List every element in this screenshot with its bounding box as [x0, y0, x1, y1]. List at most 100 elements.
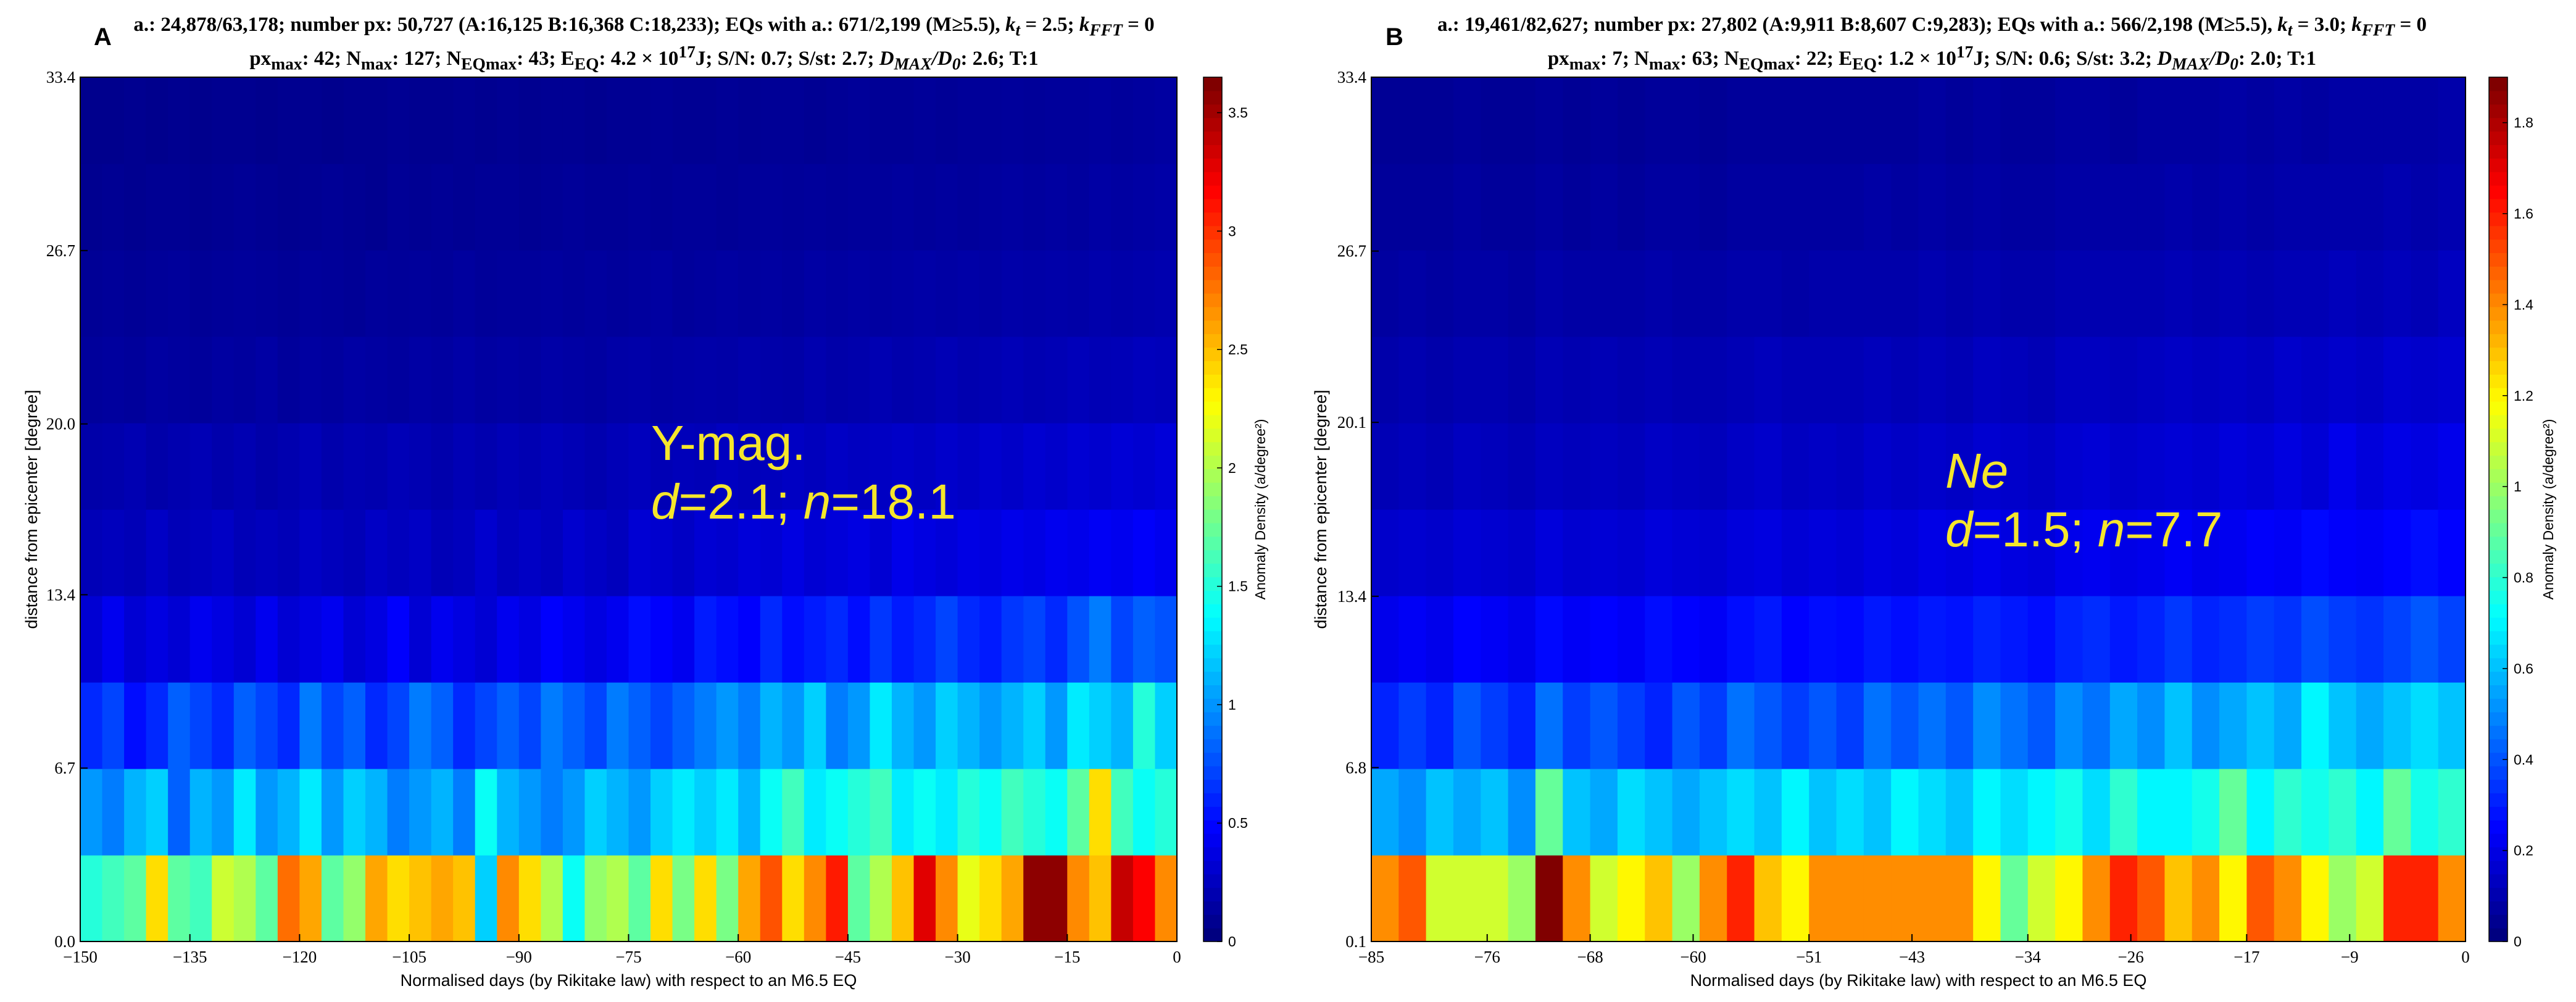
heatmap-cell	[2411, 250, 2439, 337]
panel-header-line-1: a.: 24,878/63,178; number px: 50,727 (A:…	[133, 14, 1155, 40]
colorbar-segment	[2489, 793, 2507, 807]
heatmap-cell	[212, 423, 235, 510]
heatmap-cell	[804, 77, 826, 164]
heatmap-cell	[1836, 855, 1864, 942]
heatmap-cell	[2000, 682, 2029, 769]
heatmap-cell	[431, 596, 454, 683]
colorbar-segment	[2489, 658, 2507, 672]
colorbar-tick-label: 3	[1228, 223, 1236, 239]
heatmap-cell	[2027, 250, 2056, 337]
heatmap-cell	[913, 164, 936, 251]
heatmap-cell	[2274, 336, 2302, 424]
heatmap-cell	[870, 423, 892, 510]
colorbar-segment	[2489, 806, 2507, 820]
heatmap-cell	[1001, 596, 1024, 683]
heatmap-cell	[2082, 596, 2111, 683]
heatmap-cell	[2109, 596, 2138, 683]
heatmap-cell	[321, 855, 344, 942]
heatmap-cell	[1699, 423, 1727, 510]
heatmap-cell	[1563, 164, 1591, 251]
heatmap-cell	[738, 509, 761, 596]
y-tick-label: 6.7	[54, 759, 75, 777]
heatmap-cell	[1945, 77, 1974, 164]
heatmap-cell	[541, 77, 563, 164]
heatmap-cell	[562, 855, 586, 942]
heatmap-cell	[650, 164, 673, 251]
heatmap-cell	[409, 336, 432, 424]
heatmap-cell	[1918, 596, 1947, 683]
heatmap-cell	[672, 509, 695, 596]
heatmap-cell	[475, 250, 497, 337]
heatmap-cell	[2164, 423, 2193, 510]
heatmap-cell	[1645, 682, 1673, 769]
colorbar-segment	[1203, 496, 1222, 510]
heatmap-cell	[387, 164, 410, 251]
heatmap-cell	[518, 250, 541, 337]
heatmap-cell	[1891, 596, 1919, 683]
heatmap-cell	[124, 682, 147, 769]
heatmap-cell	[2219, 596, 2248, 683]
heatmap-cell	[584, 77, 607, 164]
annotation-d-label: d	[651, 474, 680, 529]
y-tick-label: 20.1	[1337, 413, 1366, 432]
heatmap-cell	[1508, 336, 1536, 424]
colorbar-segment	[1203, 320, 1222, 335]
heatmap-cell	[365, 336, 388, 424]
heatmap-cell	[1155, 336, 1178, 424]
heatmap-cell	[694, 855, 717, 942]
heatmap-cell	[2356, 855, 2384, 942]
heatmap-cell	[1535, 423, 1563, 510]
heatmap-cell	[672, 250, 695, 337]
heatmap-cell	[891, 596, 915, 683]
heatmap-cell	[256, 596, 278, 683]
heatmap-cell	[1132, 250, 1156, 337]
heatmap-cell	[760, 682, 783, 769]
colorbar-segment	[2489, 698, 2507, 712]
heatmap-cell	[1918, 250, 1947, 337]
heatmap-cell	[672, 596, 695, 683]
heatmap-cell	[1508, 855, 1536, 942]
heatmap-cell	[2000, 423, 2029, 510]
y-tick-label: 33.4	[46, 68, 76, 86]
heatmap-cell	[2301, 769, 2329, 856]
colorbar-segment	[2489, 874, 2507, 888]
y-tick-label: 0.0	[54, 932, 75, 951]
heatmap-cell	[365, 77, 388, 164]
colorbar-segment	[1203, 793, 1222, 807]
heatmap-cell	[957, 596, 980, 683]
heatmap-cell	[562, 769, 586, 856]
colorbar-segment	[2489, 401, 2507, 415]
x-tick-label: −43	[1899, 948, 1925, 966]
heatmap-cell	[1371, 596, 1399, 683]
heatmap-cell	[1617, 250, 1645, 337]
heatmap-cell	[1023, 509, 1046, 596]
heatmap-cell	[1699, 682, 1727, 769]
colorbar-segment	[2489, 738, 2507, 753]
x-tick-label: −60	[725, 948, 751, 966]
heatmap-cell	[606, 250, 629, 337]
heatmap-cell	[1453, 164, 1481, 251]
heatmap-cell	[1371, 423, 1399, 510]
colorbar-segment	[2489, 347, 2507, 361]
colorbar-segment	[2489, 158, 2507, 172]
heatmap-cell	[1754, 509, 1782, 596]
heatmap-cell	[2082, 423, 2111, 510]
heatmap-cell	[2000, 77, 2029, 164]
heatmap-cell	[2274, 77, 2302, 164]
heatmap-cell	[628, 769, 651, 856]
heatmap-cell	[387, 596, 410, 683]
heatmap-cell	[1617, 77, 1645, 164]
heatmap-cell	[2192, 423, 2220, 510]
heatmap-cell	[1836, 509, 1864, 596]
heatmap-cell	[1023, 336, 1046, 424]
heatmap-cell	[1590, 596, 1618, 683]
colorbar-segment	[2489, 563, 2507, 577]
heatmap-cell	[1023, 769, 1046, 856]
heatmap-cell	[804, 423, 826, 510]
heatmap-cell	[102, 423, 125, 510]
heatmap-cell	[1590, 77, 1618, 164]
colorbar-segment	[1203, 482, 1222, 496]
heatmap-cell	[2329, 682, 2357, 769]
heatmap-cell	[1535, 164, 1563, 251]
colorbar-tick-label: 0.6	[2514, 661, 2533, 677]
